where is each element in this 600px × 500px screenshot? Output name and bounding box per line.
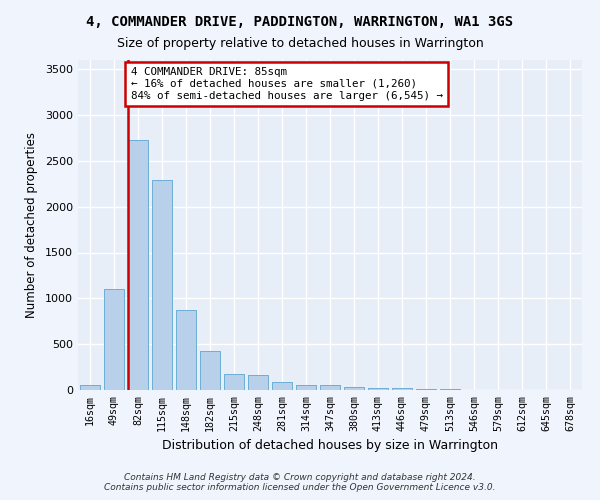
Bar — [200, 350, 220, 390]
Bar — [368, 388, 388, 390]
Bar — [440, 389, 460, 390]
Bar — [248, 376, 268, 390]
Bar — [128, 140, 148, 390]
Y-axis label: Number of detached properties: Number of detached properties — [25, 132, 38, 318]
X-axis label: Distribution of detached houses by size in Warrington: Distribution of detached houses by size … — [162, 439, 498, 452]
Bar — [392, 388, 412, 390]
Bar — [320, 386, 340, 390]
Text: Size of property relative to detached houses in Warrington: Size of property relative to detached ho… — [116, 38, 484, 51]
Bar — [152, 180, 172, 390]
Bar — [176, 310, 196, 390]
Bar — [296, 385, 316, 390]
Bar — [104, 289, 124, 390]
Text: 4 COMMANDER DRIVE: 85sqm
← 16% of detached houses are smaller (1,260)
84% of sem: 4 COMMANDER DRIVE: 85sqm ← 16% of detach… — [131, 68, 443, 100]
Bar — [416, 388, 436, 390]
Bar — [224, 374, 244, 390]
Text: 4, COMMANDER DRIVE, PADDINGTON, WARRINGTON, WA1 3GS: 4, COMMANDER DRIVE, PADDINGTON, WARRINGT… — [86, 15, 514, 29]
Bar — [80, 386, 100, 390]
Bar — [272, 382, 292, 390]
Bar — [344, 387, 364, 390]
Text: Contains HM Land Registry data © Crown copyright and database right 2024.
Contai: Contains HM Land Registry data © Crown c… — [104, 473, 496, 492]
